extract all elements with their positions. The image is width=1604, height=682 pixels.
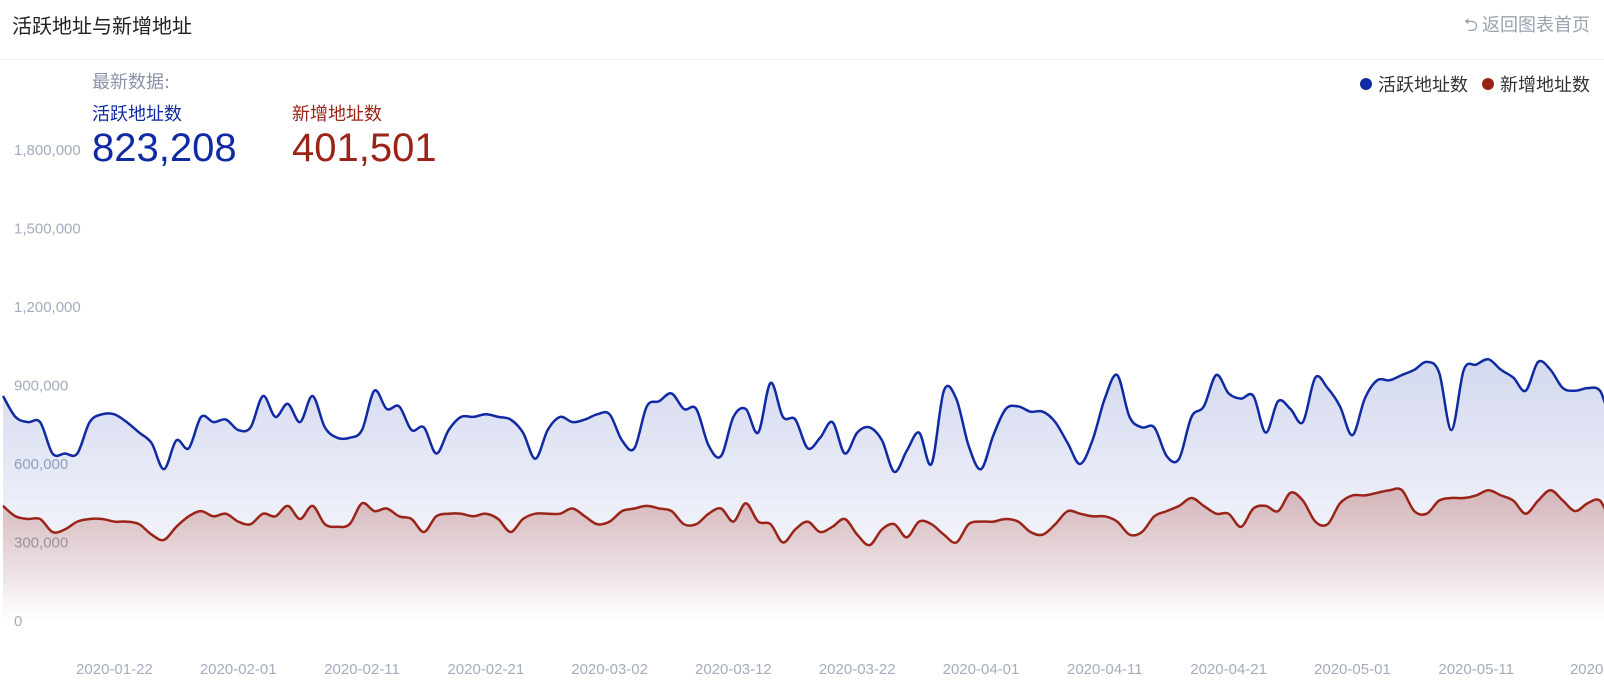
chart-legend: 活跃地址数 新增地址数 xyxy=(1360,71,1590,97)
undo-arrow-icon: ⮌ xyxy=(1463,15,1478,36)
latest-data-label: 最新数据: xyxy=(92,72,171,93)
active-metric-value: 823,208 xyxy=(92,126,237,170)
x-tick-label: 2020-02-01 xyxy=(200,661,277,678)
x-tick-label: 2020-04-11 xyxy=(1067,661,1143,678)
x-tick-label: 2020-03-12 xyxy=(695,661,772,678)
legend-label-new: 新增地址数 xyxy=(1500,75,1590,96)
y-tick-label: 1,800,000 xyxy=(14,142,81,159)
new-metric: 新增地址数 401,501 xyxy=(292,100,437,170)
x-tick-label: 2020-05-01 xyxy=(1314,661,1391,678)
series-line-new xyxy=(2,487,1604,547)
x-tick-label: 2020-02-11 xyxy=(324,661,400,678)
series-group xyxy=(1,357,1604,621)
x-tick-label: 2020-05-11 xyxy=(1438,661,1514,678)
series-area-new xyxy=(3,488,1604,621)
x-axis: 2020-01-22 2020-02-01 2020-02-11 2020-02-21… xyxy=(76,661,1604,678)
x-tick-label: 2020-02-21 xyxy=(447,661,524,678)
legend-label-active: 活跃地址数 xyxy=(1378,75,1468,96)
page-title: 活跃地址与新增地址 xyxy=(12,14,192,38)
active-metric: 活跃地址数 823,208 xyxy=(92,100,237,170)
y-tick-label: 1,500,000 xyxy=(14,221,81,238)
x-tick-label: 2020-01-22 xyxy=(76,661,153,678)
y-tick-label: 0 xyxy=(14,613,22,630)
legend-item-active[interactable]: 活跃地址数 xyxy=(1360,71,1468,97)
y-tick-label: 900,000 xyxy=(14,378,68,395)
x-tick-label: 2020-03-22 xyxy=(819,661,896,678)
x-tick-label: 2020-04-21 xyxy=(1190,661,1267,678)
x-tick-label: 2020-05- xyxy=(1570,661,1604,678)
new-metric-label: 新增地址数 xyxy=(292,104,382,125)
y-tick-label: 1,200,000 xyxy=(14,299,81,316)
back-button-label: 返回图表首页 xyxy=(1482,15,1590,36)
chart-header: 活跃地址与新增地址 ⮌ 返回图表首页 xyxy=(0,0,1604,60)
series-line-active xyxy=(1,357,1604,474)
x-tick-label: 2020-04-01 xyxy=(943,661,1020,678)
back-to-charts-button[interactable]: ⮌ 返回图表首页 xyxy=(1464,11,1590,43)
new-metric-value: 401,501 xyxy=(292,126,437,170)
legend-dot-active xyxy=(1360,78,1372,90)
legend-dot-new xyxy=(1482,78,1494,90)
active-metric-label: 活跃地址数 xyxy=(92,104,182,125)
x-tick-label: 2020-03-02 xyxy=(571,661,648,678)
legend-item-new[interactable]: 新增地址数 xyxy=(1482,71,1590,97)
